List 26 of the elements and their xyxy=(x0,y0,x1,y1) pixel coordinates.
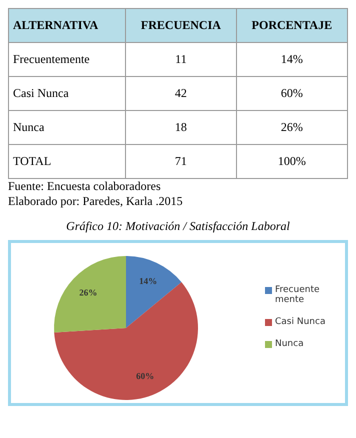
text: TOTAL xyxy=(8,144,126,178)
data-label: 14% xyxy=(139,276,158,286)
text: 71 xyxy=(126,144,236,178)
source-note: Fuente: Encuesta colaboradores xyxy=(8,179,162,194)
text: FRECUENCIA xyxy=(126,8,236,42)
text: PORCENTAJE xyxy=(236,8,348,42)
data-label: 26% xyxy=(79,288,98,298)
text: Casi Nunca xyxy=(8,76,126,110)
pie-slice xyxy=(126,256,182,328)
legend-label: Casi Nunca xyxy=(275,317,326,327)
text: Frecuentemente xyxy=(8,42,126,76)
data-label: 60% xyxy=(136,371,154,382)
pie-slice xyxy=(54,256,126,333)
text: Elaborado por: Paredes, Karla .2015 xyxy=(8,194,184,209)
text: 100% xyxy=(236,144,348,178)
chart-title: Gráfico 10: Motivación / Satisfacción Laboral xyxy=(65,219,291,234)
text: 42 xyxy=(126,76,236,110)
text: 14% xyxy=(236,42,348,76)
text: 11 xyxy=(126,42,236,76)
text: 60% xyxy=(236,76,348,110)
legend-label: Nunca xyxy=(275,339,305,349)
text: 26% xyxy=(236,110,348,144)
text: ALTERNATIVA xyxy=(8,8,126,42)
text: 18 xyxy=(126,110,236,144)
legend-label: Frecuentemente xyxy=(275,285,321,305)
text: Nunca xyxy=(8,110,126,144)
